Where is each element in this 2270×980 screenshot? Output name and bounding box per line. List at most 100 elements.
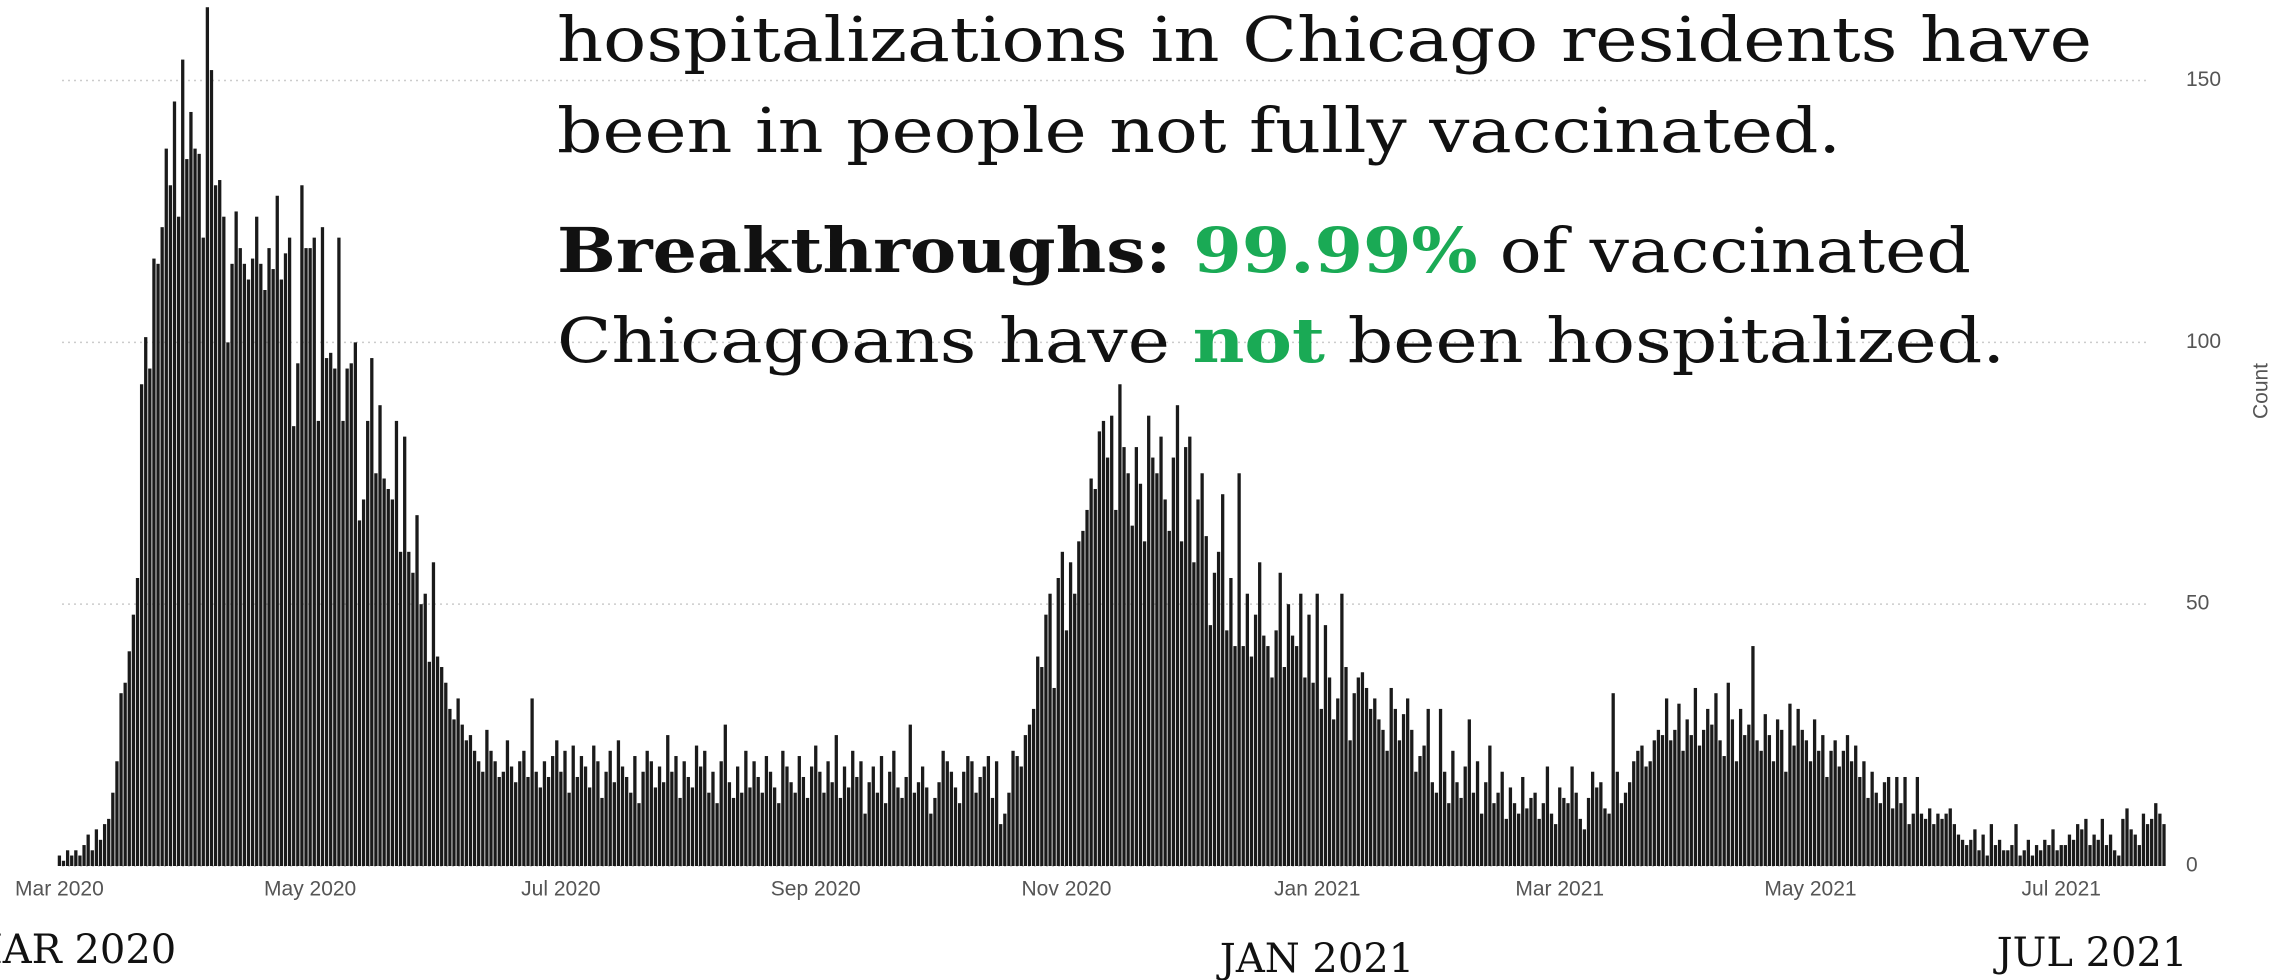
bar	[662, 782, 666, 866]
bar	[452, 719, 456, 866]
bar	[851, 750, 855, 866]
bar	[797, 756, 801, 866]
bar	[304, 248, 308, 867]
bar	[1993, 845, 1998, 866]
bar	[489, 750, 493, 866]
bar	[222, 216, 226, 866]
bar	[2047, 845, 2051, 866]
bar	[711, 771, 715, 866]
bar	[1406, 698, 1410, 866]
bar	[1940, 818, 1944, 866]
bar	[588, 787, 592, 866]
x-tick-label: Mar 2021	[1515, 878, 1604, 901]
bar	[481, 771, 485, 866]
bar	[2158, 813, 2162, 866]
bar	[1845, 735, 1850, 866]
bar	[259, 263, 263, 866]
bar	[460, 724, 464, 866]
bar	[1056, 578, 1060, 866]
bar	[1911, 813, 1915, 866]
bar	[263, 290, 267, 866]
bar	[2059, 845, 2063, 866]
bar	[1221, 494, 1225, 866]
bar	[1138, 483, 1143, 866]
bar	[1886, 776, 1891, 866]
period-label: JAN 2021	[1216, 936, 1414, 980]
bar	[1734, 761, 1739, 866]
annotation-line: been in people not fully vaccinated.	[557, 94, 1841, 167]
bar	[748, 787, 752, 866]
bar	[657, 766, 662, 866]
bar	[838, 797, 843, 866]
bar	[1167, 530, 1171, 866]
bar	[197, 153, 201, 866]
bar	[1077, 541, 1081, 866]
bar	[1048, 593, 1052, 866]
x-tick-label: Mar 2020	[15, 878, 104, 901]
bar	[300, 185, 304, 867]
bar	[2150, 818, 2154, 866]
bar	[768, 771, 773, 866]
bar	[2014, 824, 2018, 866]
bar	[1960, 839, 1965, 866]
bar	[1701, 729, 1706, 866]
bar	[785, 766, 789, 866]
y-tick-label: 50	[2186, 592, 2209, 615]
bar	[1225, 630, 1229, 866]
bar	[1216, 551, 1221, 866]
bar	[2063, 845, 2067, 866]
bar	[1932, 824, 1936, 866]
bar	[2039, 850, 2043, 866]
bar	[1369, 708, 1373, 866]
bar	[1965, 845, 1969, 866]
bar	[649, 761, 653, 866]
bar	[1426, 708, 1430, 866]
bar	[1706, 708, 1710, 866]
bar	[986, 756, 991, 866]
bar	[296, 363, 300, 866]
bar	[740, 792, 744, 866]
bar	[115, 761, 119, 866]
bar	[690, 787, 695, 866]
bar	[337, 237, 341, 867]
bar	[1673, 729, 1677, 866]
bar	[131, 614, 136, 866]
bar	[1455, 782, 1459, 866]
bar	[1114, 509, 1118, 866]
bar	[2010, 845, 2014, 866]
bar	[1525, 808, 1529, 866]
bar	[1064, 630, 1069, 866]
bar	[1073, 593, 1077, 866]
bar	[842, 766, 847, 866]
period-label: JUL 2021	[1993, 930, 2188, 976]
bar	[144, 337, 148, 866]
bar	[370, 358, 374, 866]
bar	[731, 797, 736, 866]
bar	[666, 735, 670, 866]
bar	[1512, 803, 1517, 866]
bar	[1697, 745, 1702, 866]
bar	[1627, 782, 1632, 866]
bar	[538, 787, 542, 866]
bar	[941, 750, 945, 866]
bar	[1755, 740, 1759, 866]
bar	[1685, 719, 1689, 866]
bar	[1204, 536, 1208, 866]
bar	[1401, 714, 1406, 866]
bar	[974, 792, 978, 866]
bar	[1311, 682, 1315, 866]
bar	[1085, 509, 1089, 866]
bar	[1660, 735, 1665, 866]
bar	[1681, 750, 1685, 866]
bar	[551, 756, 555, 866]
bar	[1870, 771, 1874, 866]
bar	[271, 269, 275, 866]
bar	[1467, 719, 1471, 866]
bar	[563, 750, 567, 866]
bar	[575, 776, 579, 866]
bar	[164, 148, 168, 867]
bar	[1615, 771, 1619, 866]
bar	[1763, 714, 1767, 866]
